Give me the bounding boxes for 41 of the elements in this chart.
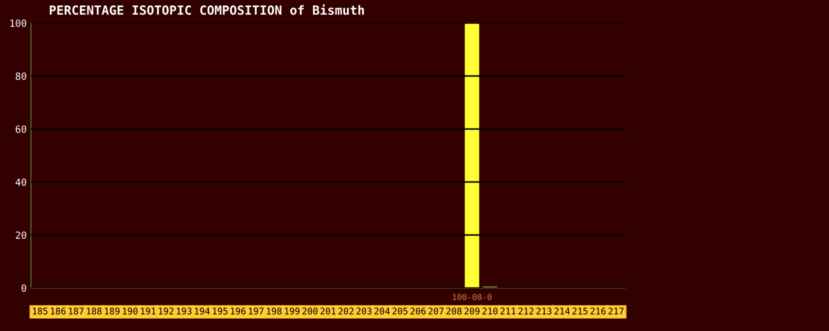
- x-tick-label: 199: [284, 308, 300, 314]
- data-label: 100-00-0: [452, 294, 492, 300]
- x-tick-label: 217: [608, 308, 624, 314]
- x-tick-label: 187: [68, 308, 84, 314]
- y-tick-label: 0: [22, 284, 26, 292]
- x-tick-label: 190: [122, 308, 138, 314]
- x-tick-label: 188: [86, 308, 102, 314]
- x-tick-label: 200: [302, 308, 318, 314]
- x-tick-label: 216: [590, 308, 606, 314]
- y-tick-label: 80: [16, 72, 26, 80]
- x-tick-label: 208: [446, 308, 462, 314]
- x-tick-label: 212: [518, 308, 534, 314]
- y-tick-label: 40: [16, 178, 26, 186]
- x-tick-label: 196: [230, 308, 246, 314]
- y-tick-label: 60: [16, 126, 26, 133]
- x-tick-label: 206: [410, 308, 426, 314]
- x-tick-label: 189: [104, 308, 120, 314]
- y-tick-label: 100: [10, 20, 26, 27]
- x-tick-label: 204: [374, 308, 390, 314]
- x-tick-label: 192: [158, 308, 174, 314]
- x-tick-label: 201: [320, 308, 336, 314]
- x-tick-label: 205: [392, 308, 408, 314]
- x-tick-label: 197: [248, 308, 264, 314]
- x-tick-label: 186: [50, 308, 66, 314]
- x-tick-label: 185: [32, 308, 48, 314]
- y-tick-label: 20: [16, 232, 26, 239]
- x-tick-label: 194: [194, 308, 210, 314]
- x-tick-label: 193: [176, 308, 192, 314]
- x-tick-label: 207: [428, 308, 444, 314]
- chart-title: PERCENTAGE ISOTOPIC COMPOSITION of Bismuth: [50, 4, 364, 15]
- x-tick-label: 195: [212, 308, 228, 314]
- x-tick-label: 213: [536, 308, 552, 314]
- x-tick-label: 214: [554, 308, 570, 314]
- x-tick-label: 202: [338, 308, 354, 314]
- x-tick-label: 198: [266, 308, 282, 314]
- x-tick-label: 209: [464, 308, 480, 314]
- x-tick-label: 211: [500, 308, 516, 314]
- x-tick-label: 191: [140, 308, 156, 314]
- x-tick-label: 210: [482, 308, 498, 314]
- x-tick-label: 203: [356, 308, 372, 314]
- x-tick-label: 215: [572, 308, 588, 314]
